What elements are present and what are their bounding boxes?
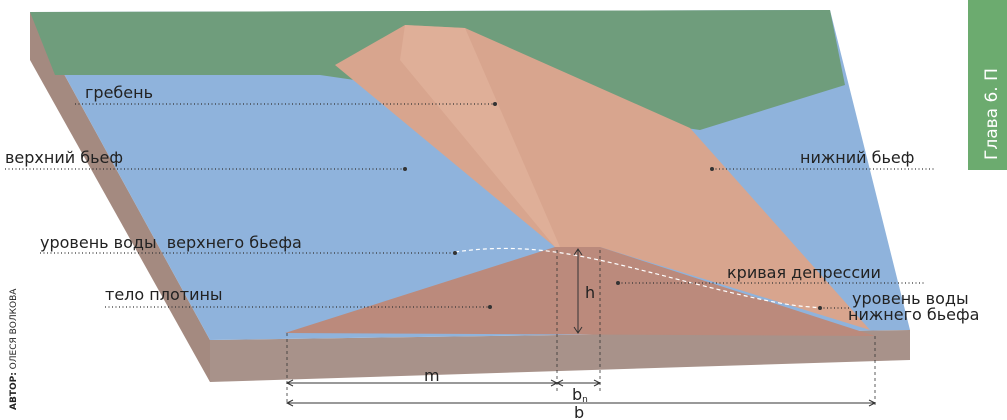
leader-dot [818,306,822,310]
leader-dot [488,305,492,309]
dim-label: b [574,403,584,420]
credit-name: ОЛЕСЯ ВОЛКОВА [9,288,19,372]
leader-dot [710,167,714,171]
dam-diagram: гребень верхний бьеф нижний бьеф уровень… [0,0,1007,420]
label: верхний бьеф [5,148,123,167]
dim-label: m [424,366,440,385]
dim-label: bn [572,385,588,405]
label: уровень воды верхнего бьефа [40,233,302,252]
dim-label: b [572,385,582,404]
leader-dot [616,281,620,285]
leader-dot [493,102,497,106]
leader-dot [403,167,407,171]
credit-prefix: АВТОР: [9,372,19,410]
label: тело плотины [105,285,223,304]
side-tab-text: Глава 6. П [982,68,1002,160]
leader-dot [453,251,457,255]
dim-label: h [585,283,595,302]
label: кривая депрессии [727,263,881,282]
label: нижнего бьефа [848,305,979,324]
label: гребень [85,83,153,102]
credit: АВТОР: ОЛЕСЯ ВОЛКОВА [9,288,19,410]
label: нижний бьеф [800,148,914,167]
m-arrow [287,380,557,386]
